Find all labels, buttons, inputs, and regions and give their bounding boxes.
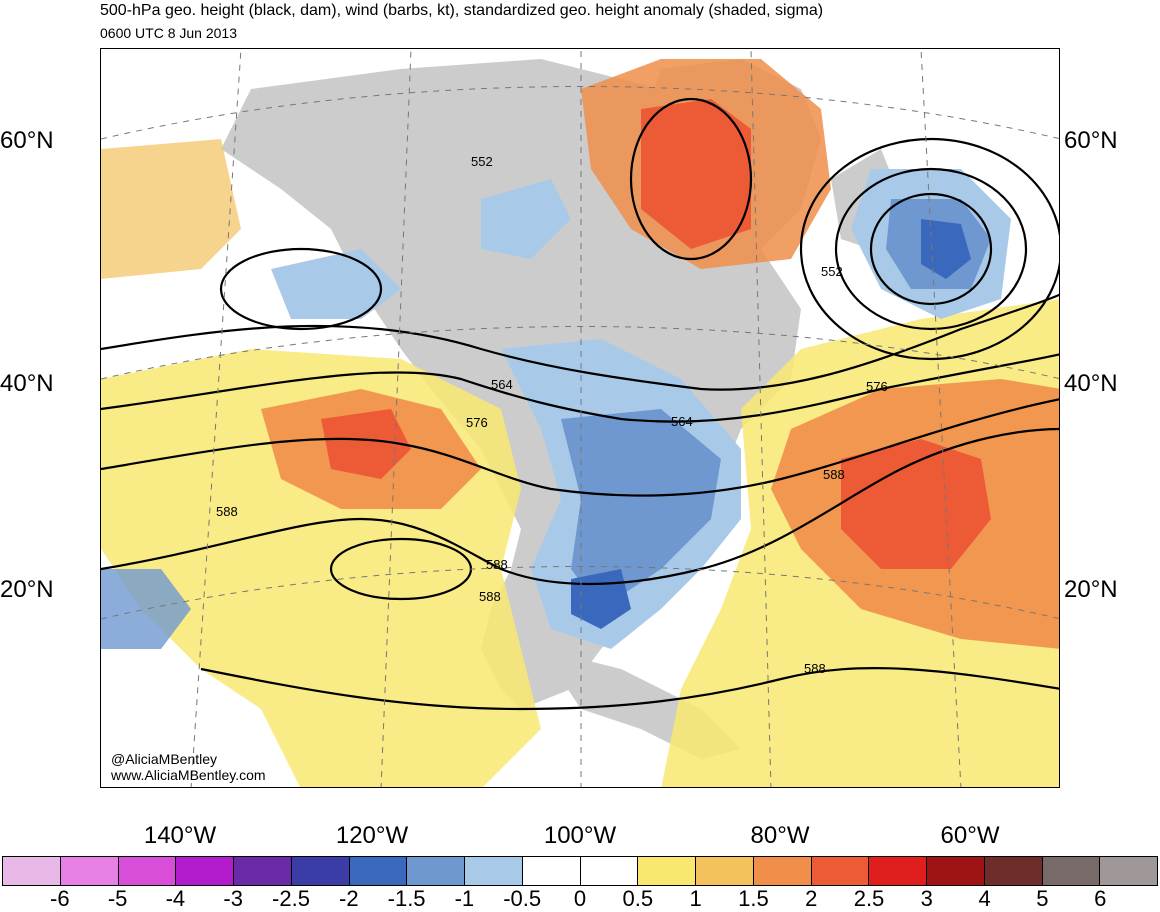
colorbar-label: 0.5 [622, 886, 654, 911]
colorbar-swatch [580, 857, 639, 885]
lon-label: 120°W [335, 822, 409, 849]
colorbar-label: -2 [339, 886, 359, 911]
colorbar-swatch [811, 857, 870, 885]
colorbar-swatch [407, 857, 465, 885]
contour-label: 564 [491, 377, 513, 392]
colorbar-label: -2.5 [272, 886, 310, 911]
colorbar-swatch [1100, 857, 1157, 885]
negative-anomaly-north-atlantic-max [921, 219, 971, 279]
negative-anomaly-tropical-pacific [101, 569, 191, 649]
colorbar-swatch [60, 857, 119, 885]
contour-label: 588 [479, 589, 501, 604]
colorbar-label: 4 [978, 886, 991, 911]
colorbar-swatch [1042, 857, 1101, 885]
colorbar-label: -5 [107, 886, 128, 911]
contour-label: 588 [486, 557, 508, 572]
lon-label: 80°W [750, 822, 810, 849]
weather-map[interactable]: 552 552 564 564 576 576 588 588 588 588 … [100, 48, 1060, 788]
colorbar-swatch [176, 857, 234, 885]
contour-label: 552 [821, 264, 843, 279]
colorbar-swatch [638, 857, 696, 885]
map-valid-time: 0600 UTC 8 Jun 2013 [100, 25, 237, 41]
colorbar-label: 2.5 [853, 886, 885, 911]
positive-anomaly-atlantic-max [841, 439, 991, 569]
negative-anomaly-central-us-core [561, 409, 721, 609]
colorbar-label: 3 [920, 886, 933, 911]
contour-label: 588 [804, 661, 826, 676]
lon-label: 60°W [940, 822, 1000, 849]
positive-anomaly-pacific-max [321, 409, 411, 479]
colorbar-label: 5 [1036, 886, 1049, 911]
colorbar-label: -0.5 [503, 886, 542, 911]
colorbar-label: -1.5 [387, 886, 426, 911]
lat-label-left: 20°N [0, 576, 54, 603]
colorbar-label: -6 [50, 886, 70, 911]
colorbar-label: 6 [1094, 886, 1107, 911]
colorbar-swatch [869, 857, 927, 885]
lon-label: 100°W [543, 822, 617, 849]
colorbar-swatch [522, 857, 581, 885]
colorbar-swatch [234, 857, 292, 885]
lat-label-right: 20°N [1064, 576, 1118, 603]
colorbar-swatch [291, 857, 350, 885]
contour-label: 576 [466, 415, 488, 430]
colorbar-swatch [3, 857, 61, 885]
contour-label: 564 [671, 414, 693, 429]
map-title: 500-hPa geo. height (black, dam), wind (… [100, 2, 824, 19]
credit-url: www.AliciaMBentley.com [111, 767, 266, 783]
colorbar-swatch [465, 857, 523, 885]
lat-label-right: 60°N [1064, 127, 1118, 154]
contour-label-layer: 552 552 564 564 576 576 588 588 588 588 … [216, 154, 888, 676]
contour-label: 552 [471, 154, 493, 169]
colorbar-swatch [984, 857, 1043, 885]
contour-label: 588 [216, 504, 238, 519]
colorbar-swatch [118, 857, 177, 885]
contour-label: 576 [866, 379, 888, 394]
colorbar-swatch [927, 857, 985, 885]
colorbar-label: -4 [165, 886, 186, 911]
colorbar-label: 1.5 [738, 886, 769, 911]
positive-anomaly-west [101, 139, 241, 279]
height-contours [101, 97, 1059, 711]
credit-handle: @AliciaMBentley [111, 751, 218, 767]
lat-label-right: 40°N [1064, 370, 1118, 397]
colorbar-label: -3 [223, 886, 243, 911]
negative-anomaly-hudson [481, 179, 571, 259]
colorbar-label: 0 [573, 886, 587, 911]
map-canvas: 552 552 564 564 576 576 588 588 588 588 … [101, 49, 1059, 787]
positive-anomaly-greenland-max [641, 99, 751, 249]
colorbar-label: 1 [689, 886, 702, 911]
colorbar-label: -1 [454, 886, 475, 911]
anomaly-colorbar [2, 856, 1158, 886]
colorbar-label: 2 [805, 886, 818, 911]
lon-label: 140°W [143, 822, 217, 849]
colorbar-swatch [696, 857, 754, 885]
graticule [101, 49, 1059, 787]
colorbar-swatch [349, 857, 408, 885]
lat-label-left: 60°N [0, 127, 54, 154]
contour-label: 588 [823, 467, 845, 482]
lat-label-left: 40°N [0, 370, 54, 397]
colorbar-swatch [753, 857, 812, 885]
